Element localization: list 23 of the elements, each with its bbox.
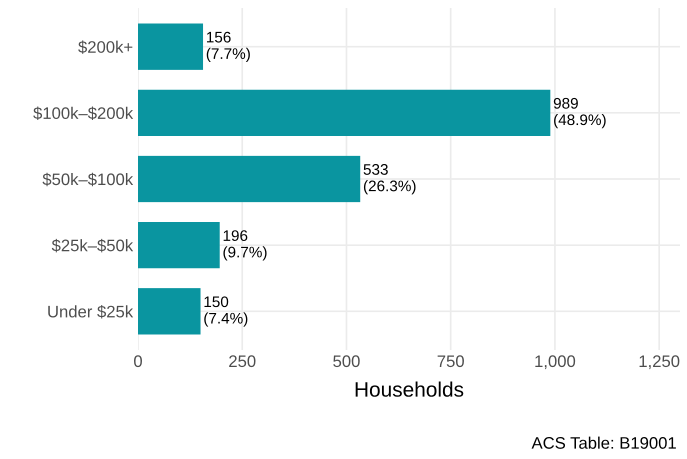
bar xyxy=(138,24,204,70)
x-tick-label: 1,250 xyxy=(640,355,680,370)
data-label: 989 (48.9%) xyxy=(554,98,606,128)
x-tick-label: 500 xyxy=(333,355,360,368)
x-tick-label: 1,000 xyxy=(535,355,576,370)
y-tick-label: $100k–$200k xyxy=(33,106,134,120)
bar xyxy=(138,156,360,202)
data-label: 196 (9.7%) xyxy=(223,230,267,260)
x-tick-label: 750 xyxy=(438,355,464,368)
bar xyxy=(138,288,201,334)
x-tick-label: 250 xyxy=(229,355,256,368)
text: ACS Table: B19001 xyxy=(532,436,676,449)
data-label: 150 (7.4%) xyxy=(204,296,248,327)
data-label: 533 (26.3%) xyxy=(364,164,416,194)
y-tick-label: Under $25k xyxy=(48,305,134,318)
y-tick-label: $25k–$50k xyxy=(52,238,134,252)
x-axis-title: Households xyxy=(356,382,464,397)
y-tick-label: $50k–$100k xyxy=(42,172,134,186)
y-tick-label: $200k+ xyxy=(78,40,132,54)
x-tick-label: 0 xyxy=(134,355,142,368)
bar xyxy=(138,222,220,268)
data-label: 156 (7.7%) xyxy=(206,32,250,62)
bar xyxy=(138,90,550,136)
